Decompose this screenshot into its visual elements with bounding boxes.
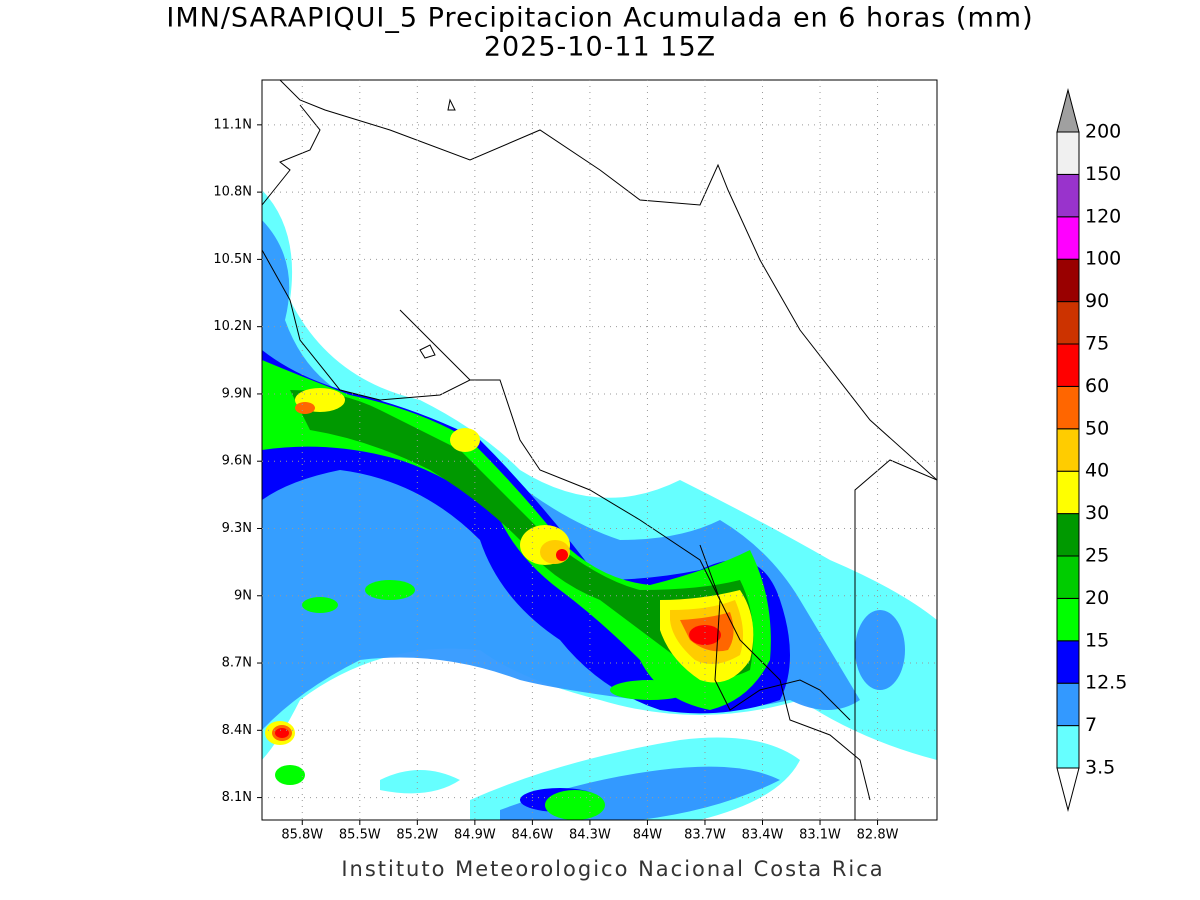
colorbar-label: 60 [1085, 375, 1109, 397]
lat-tick-label: 8.7N [222, 656, 252, 671]
lon-tick-label: 84W [633, 828, 663, 843]
lat-tick-label: 9.3N [222, 521, 252, 536]
colorbar-label: 30 [1085, 502, 1109, 524]
lat-tick-label: 9.6N [222, 454, 252, 469]
colorbar-box [1056, 555, 1080, 599]
colorbar-box [1056, 597, 1080, 642]
colorbar-box [1056, 513, 1080, 557]
footer: Instituto Meteorologico Nacional Costa R… [341, 857, 884, 881]
colorbar-box [1056, 301, 1080, 345]
lat-tick-label: 10.2N [213, 319, 252, 334]
coastlines [262, 80, 937, 820]
lat-tick-label: 9N [234, 588, 252, 603]
colorbar-label: 15 [1085, 629, 1109, 651]
colorbar-label: 120 [1085, 205, 1121, 227]
colorbar: 3.5 7 12.5 15 20 25 30 40 50 60 75 90 100 120 150 200 [1056, 88, 1127, 812]
colorbar-above [1056, 88, 1080, 133]
colorbar-label: 100 [1085, 248, 1121, 270]
colorbar-box [1056, 682, 1080, 727]
subtitle: 2025-10-11 15Z [484, 32, 716, 63]
colorbar-label: 3.5 [1085, 757, 1115, 779]
colorbar-label: 7 [1085, 714, 1097, 736]
colorbar-label: 150 [1085, 163, 1121, 185]
lon-tick-label: 83.1W [799, 828, 841, 843]
lon-tick-label: 83.7W [684, 828, 726, 843]
lon-tick-label: 84.6W [511, 828, 553, 843]
colorbar-label: 25 [1085, 545, 1109, 567]
lon-tick-label: 85.8W [281, 828, 323, 843]
lon-tick-label: 85.5W [339, 828, 381, 843]
colorbar-box [1056, 385, 1080, 430]
colorbar-box [1056, 258, 1080, 303]
colorbar-label: 75 [1085, 333, 1109, 355]
colorbar-box [1056, 343, 1080, 387]
colorbar-box [1056, 173, 1080, 218]
lon-tick-label: 84.3W [569, 828, 611, 843]
plot-frame [261, 79, 938, 821]
colorbar-label: 200 [1085, 121, 1121, 143]
colorbar-box [1056, 640, 1080, 684]
lat-tick-label: 8.4N [222, 723, 252, 738]
colorbar-box [1056, 470, 1080, 515]
lat-tick-label: 11.1N [213, 117, 252, 132]
colorbar-label: 40 [1085, 460, 1109, 482]
lat-tick-label: 10.5N [213, 252, 252, 267]
colorbar-box [1056, 131, 1080, 175]
lat-tick-label: 9.9N [222, 386, 252, 401]
colorbar-label: 50 [1085, 417, 1109, 439]
colorbar-box [1056, 428, 1080, 472]
lon-tick-label: 83.4W [742, 828, 784, 843]
colorbar-box [1056, 216, 1080, 260]
lon-tick-label: 85.2W [396, 828, 438, 843]
map-axes: 11.1N 10.8N 10.5N 10.2N 9.9N 9.6N 9.3N 9N 8.7N 8.… [213, 80, 937, 843]
lon-tick-label: 82.8W [857, 828, 899, 843]
colorbar-label: 90 [1085, 290, 1109, 312]
precip-field [262, 190, 937, 820]
title: IMN/SARAPIQUI_5 Precipitacion Acumulada … [166, 3, 1033, 34]
colorbar-label: 20 [1085, 587, 1109, 609]
colorbar-label: 12.5 [1085, 672, 1127, 694]
lat-tick-label: 10.8N [213, 185, 252, 200]
lon-tick-label: 84.9W [454, 828, 496, 843]
colorbar-below [1056, 767, 1080, 812]
colorbar-box [1056, 725, 1080, 769]
lat-tick-label: 8.1N [222, 790, 252, 805]
